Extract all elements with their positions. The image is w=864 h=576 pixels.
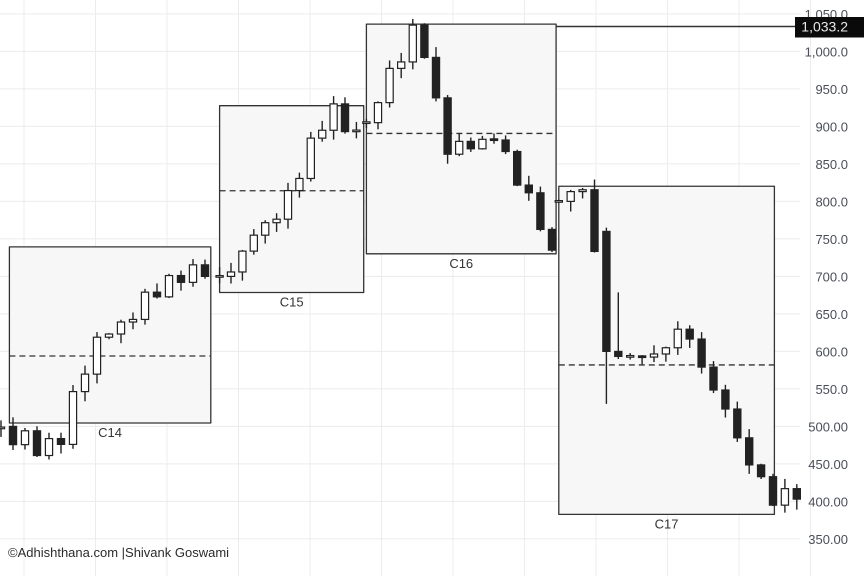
svg-text:650.0: 650.0 [815,307,848,322]
svg-text:450.00: 450.00 [808,457,848,472]
svg-text:1,033.2: 1,033.2 [801,19,848,35]
svg-text:800.0: 800.0 [815,194,848,209]
svg-text:950.0: 950.0 [815,82,848,97]
svg-text:850.0: 850.0 [815,157,848,172]
svg-text:C14: C14 [98,425,122,440]
svg-text:C17: C17 [655,516,679,531]
svg-text:C15: C15 [280,295,304,310]
svg-text:400.00: 400.00 [808,494,848,509]
svg-text:©Adhishthana.com |Shivank Gosw: ©Adhishthana.com |Shivank Goswami [8,545,229,560]
svg-text:1,000.0: 1,000.0 [805,44,848,59]
svg-text:C16: C16 [449,256,473,271]
svg-text:900.0: 900.0 [815,119,848,134]
svg-text:750.0: 750.0 [815,232,848,247]
svg-text:700.0: 700.0 [815,269,848,284]
svg-text:500.00: 500.00 [808,419,848,434]
svg-text:600.0: 600.0 [815,344,848,359]
svg-text:350.00: 350.00 [808,532,848,547]
svg-text:550.0: 550.0 [815,382,848,397]
